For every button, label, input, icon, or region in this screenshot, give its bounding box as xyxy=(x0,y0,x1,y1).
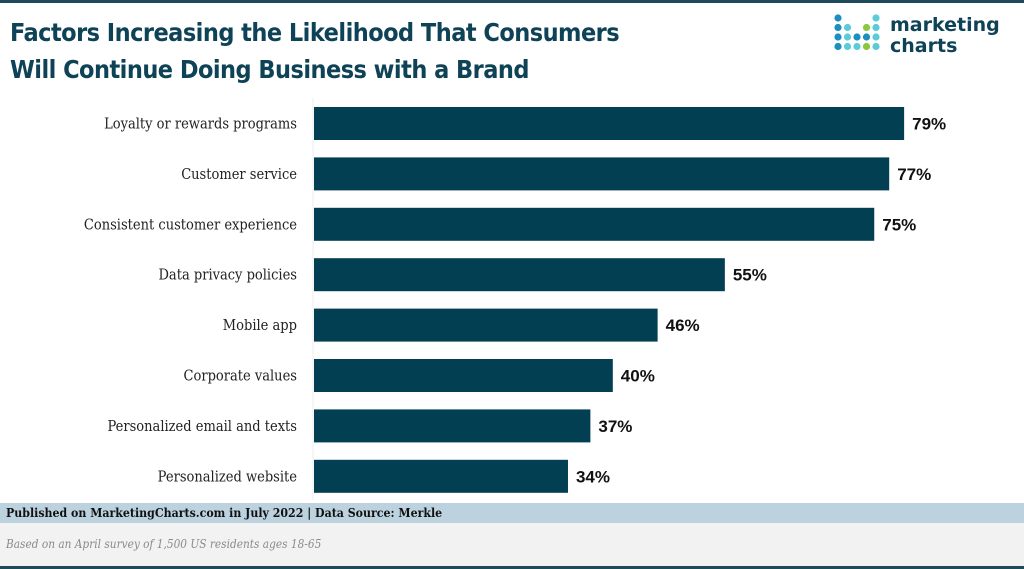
logo-dot xyxy=(853,33,861,41)
logo-dot xyxy=(872,33,880,41)
chart-title-line-1: Factors Increasing the Likelihood That C… xyxy=(10,18,620,47)
source-text: Published on MarketingCharts.com in July… xyxy=(6,505,443,520)
category-label: Personalized email and texts xyxy=(107,418,297,435)
category-label: Personalized website xyxy=(158,469,297,486)
category-label: Data privacy policies xyxy=(158,267,297,284)
logo-dot xyxy=(872,42,880,51)
value-label: 55% xyxy=(733,266,767,285)
logo-dot xyxy=(862,42,871,51)
bar-group: Personalized website 34% xyxy=(158,459,610,493)
bar-chart: Loyalty or rewards programs 79% Customer s… xyxy=(84,98,946,500)
chart-title: Factors Increasing the Likelihood That C… xyxy=(10,14,730,88)
value-label: 37% xyxy=(598,417,632,436)
logo-dot xyxy=(834,23,842,32)
bar-group: Data privacy policies 55% xyxy=(158,258,767,292)
logo-dot xyxy=(853,42,861,51)
bar-group: Loyalty or rewards programs 79% xyxy=(104,107,946,140)
category-label: Consistent customer experience xyxy=(84,217,297,234)
bar xyxy=(314,107,905,140)
logo-dots-icon xyxy=(834,14,880,51)
value-label: 77% xyxy=(897,165,931,184)
value-label: 46% xyxy=(666,316,700,335)
bar-group: Consistent customer experience 75% xyxy=(84,207,916,241)
bar xyxy=(314,157,890,191)
bar-group: Customer service 77% xyxy=(181,157,931,191)
logo-dot xyxy=(834,33,842,41)
marketingcharts-logo: marketing charts xyxy=(834,14,1024,64)
value-label: 34% xyxy=(576,467,610,486)
value-label: 79% xyxy=(912,115,946,134)
bar xyxy=(314,258,725,292)
bar xyxy=(314,207,875,241)
category-label: Customer service xyxy=(181,166,297,183)
bar-group: Personalized email and texts 37% xyxy=(107,409,632,443)
chart-title-line-2: Will Continue Doing Business with a Bran… xyxy=(10,55,529,84)
survey-note: Based on an April survey of 1,500 US res… xyxy=(6,537,322,551)
bar-group: Mobile app 46% xyxy=(223,308,700,342)
logo-dot xyxy=(843,42,852,51)
bar xyxy=(314,359,613,392)
value-label: 40% xyxy=(621,367,655,386)
source-band: Published on MarketingCharts.com in July… xyxy=(0,503,1024,523)
value-label: 75% xyxy=(882,215,916,234)
logo-dot xyxy=(862,33,871,41)
bottom-border xyxy=(0,566,1024,569)
logo-dot xyxy=(834,42,842,51)
logo-dot xyxy=(834,14,842,22)
category-label: Loyalty or rewards programs xyxy=(104,116,297,133)
category-label: Corporate values xyxy=(184,368,297,385)
logo-text-line-1: marketing xyxy=(890,14,1000,36)
bar xyxy=(314,409,591,443)
bar xyxy=(314,308,658,342)
top-border xyxy=(0,0,1024,3)
category-label: Mobile app xyxy=(223,317,297,334)
bar xyxy=(314,459,568,493)
logo-dot xyxy=(872,23,880,32)
bar-group: Corporate values 40% xyxy=(184,359,655,392)
logo-text-line-2: charts xyxy=(890,35,958,57)
logo-dot xyxy=(872,14,880,22)
logo-dot xyxy=(843,23,852,32)
logo-dot xyxy=(843,33,852,41)
note-area: Based on an April survey of 1,500 US res… xyxy=(0,523,1024,566)
logo-dot xyxy=(862,23,871,32)
